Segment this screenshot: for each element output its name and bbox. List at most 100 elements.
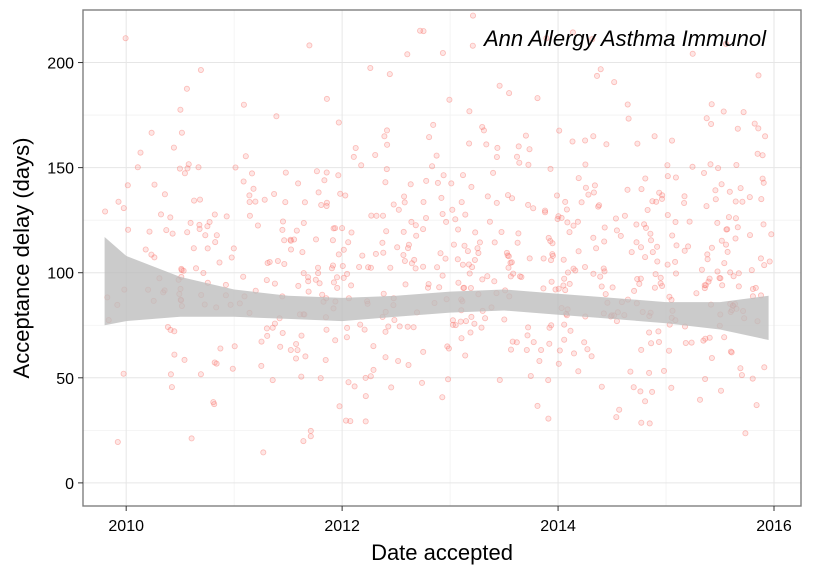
scatter-point: [466, 140, 473, 147]
scatter-point: [507, 259, 514, 266]
scatter-point: [754, 150, 761, 157]
scatter-point: [258, 338, 265, 345]
scatter-point: [503, 249, 510, 256]
scatter-point: [240, 273, 247, 280]
scatter-point: [177, 106, 184, 113]
scatter-point: [549, 240, 556, 247]
scatter-point: [595, 203, 602, 210]
scatter-point: [196, 225, 203, 232]
scatter-point: [459, 261, 466, 268]
scatter-point: [292, 355, 299, 362]
scatter-point: [702, 282, 709, 289]
scatter-point: [125, 226, 132, 233]
scatter-point: [582, 161, 589, 168]
scatter-point: [388, 384, 395, 391]
scatter-point: [664, 211, 671, 218]
scatter-point: [362, 374, 369, 381]
scatter-point: [638, 186, 645, 193]
scatter-point: [732, 215, 739, 222]
scatter-point: [266, 258, 273, 265]
scatter-point: [534, 95, 541, 102]
scatter-point: [161, 191, 168, 198]
scatter-point: [641, 221, 648, 228]
scatter-point: [766, 258, 773, 265]
scatter-point: [637, 388, 644, 395]
scatter-point: [468, 313, 475, 320]
scatter-point: [721, 334, 728, 341]
scatter-point: [612, 215, 619, 222]
scatter-point: [552, 286, 559, 293]
plot-panel: [82, 9, 802, 507]
scatter-point: [468, 183, 475, 190]
scatter-point: [642, 254, 649, 261]
scatter-point: [562, 198, 569, 205]
scatter-point: [548, 322, 555, 329]
scatter-point: [391, 316, 398, 323]
scatter-point: [651, 133, 658, 140]
scatter-point: [373, 212, 380, 219]
scatter-point: [737, 185, 744, 192]
scatter-point: [313, 168, 320, 175]
scatter-point: [654, 243, 661, 250]
scatter-point: [258, 362, 265, 369]
scatter-point: [603, 141, 610, 148]
scatter-point: [543, 35, 550, 42]
scatter-point: [422, 214, 429, 221]
scatter-point: [295, 180, 302, 187]
scatter-point: [321, 177, 328, 184]
scatter-point: [358, 162, 365, 169]
scatter-point: [569, 29, 576, 36]
scatter-point: [638, 346, 645, 353]
scatter-point: [708, 244, 715, 251]
scatter-point: [339, 225, 346, 232]
y-axis-title: Acceptance delay (days): [9, 138, 34, 379]
scatter-point: [642, 398, 649, 405]
scatter-point: [379, 212, 386, 219]
scatter-point: [759, 175, 766, 182]
scatter-point: [636, 280, 643, 287]
scatter-point: [656, 189, 663, 196]
scatter-point: [585, 191, 592, 198]
scatter-point: [707, 161, 714, 168]
scatter-point: [760, 221, 767, 228]
scatter-point: [134, 164, 141, 171]
scatter-point: [704, 251, 711, 258]
scatter-point: [345, 239, 352, 246]
scatter-point: [394, 244, 401, 251]
scatter-point: [184, 165, 191, 172]
scatter-point: [561, 275, 568, 282]
scatter-point: [151, 254, 158, 261]
scatter-point: [465, 261, 472, 268]
scatter-point: [747, 232, 754, 239]
scatter-point: [598, 283, 605, 290]
scatter-point: [357, 321, 364, 328]
scatter-point: [316, 280, 323, 287]
x-tick-label: 2014: [540, 518, 576, 535]
scatter-point: [702, 375, 709, 382]
scatter-point: [420, 348, 427, 355]
scatter-point: [716, 274, 723, 281]
scatter-point: [305, 288, 312, 295]
scatter-point: [370, 343, 377, 350]
scatter-point: [367, 264, 374, 271]
scatter-point: [646, 420, 653, 427]
scatter-point: [383, 166, 390, 173]
scatter-point: [549, 252, 556, 259]
scatter-point: [547, 165, 554, 172]
scatter-point: [548, 257, 555, 264]
scatter-point: [181, 170, 188, 177]
scatter-point: [649, 249, 656, 256]
scatter-point: [560, 282, 567, 289]
scatter-point: [681, 193, 688, 200]
scatter-point: [382, 328, 389, 335]
scatter-point: [433, 152, 440, 159]
x-tick-label: 2016: [756, 518, 792, 535]
scatter-point: [701, 282, 708, 289]
scatter-point: [382, 354, 389, 361]
scatter-point: [279, 329, 286, 336]
scatter-point: [569, 138, 576, 145]
scatter-point: [582, 263, 589, 270]
scatter-point: [589, 36, 596, 43]
scatter-point: [590, 189, 597, 196]
scatter-point: [591, 182, 598, 189]
